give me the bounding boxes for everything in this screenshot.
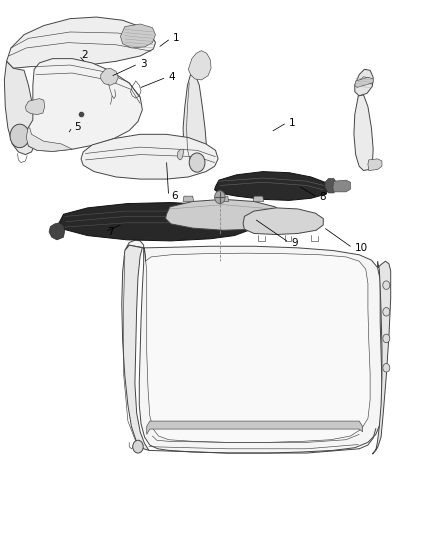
- Polygon shape: [125, 240, 382, 453]
- Polygon shape: [59, 203, 253, 241]
- Polygon shape: [147, 421, 363, 434]
- Polygon shape: [166, 199, 284, 230]
- Polygon shape: [101, 68, 118, 85]
- Polygon shape: [188, 51, 211, 80]
- Polygon shape: [325, 179, 336, 193]
- Polygon shape: [145, 248, 370, 442]
- Circle shape: [383, 334, 390, 343]
- Text: 10: 10: [355, 243, 368, 253]
- Polygon shape: [81, 134, 218, 179]
- Polygon shape: [183, 75, 207, 169]
- Polygon shape: [183, 196, 194, 201]
- Circle shape: [383, 364, 390, 372]
- Text: 3: 3: [140, 59, 147, 69]
- Polygon shape: [4, 61, 36, 155]
- Polygon shape: [333, 180, 350, 192]
- Polygon shape: [218, 196, 229, 201]
- Text: 7: 7: [107, 227, 114, 237]
- Polygon shape: [355, 77, 373, 87]
- Polygon shape: [25, 99, 45, 115]
- Circle shape: [383, 308, 390, 316]
- Polygon shape: [355, 69, 373, 96]
- Text: 5: 5: [74, 122, 81, 132]
- Circle shape: [383, 281, 390, 289]
- Polygon shape: [26, 128, 72, 151]
- Polygon shape: [49, 223, 65, 240]
- Circle shape: [10, 124, 29, 148]
- Text: 1: 1: [173, 34, 180, 43]
- Polygon shape: [253, 196, 264, 201]
- Polygon shape: [120, 24, 155, 48]
- Polygon shape: [26, 59, 142, 151]
- Polygon shape: [368, 159, 382, 171]
- Polygon shape: [354, 95, 373, 171]
- Polygon shape: [7, 17, 155, 68]
- Polygon shape: [243, 208, 323, 235]
- Circle shape: [133, 440, 143, 453]
- Text: 9: 9: [291, 238, 298, 247]
- Circle shape: [215, 191, 225, 204]
- Circle shape: [189, 153, 205, 172]
- Text: 1: 1: [289, 118, 296, 127]
- Polygon shape: [122, 245, 149, 450]
- Text: 6: 6: [171, 191, 177, 201]
- Text: 8: 8: [320, 192, 326, 202]
- Polygon shape: [177, 149, 184, 160]
- Text: 4: 4: [169, 72, 175, 82]
- Polygon shape: [215, 172, 328, 200]
- Polygon shape: [372, 261, 391, 454]
- Text: 2: 2: [81, 51, 88, 60]
